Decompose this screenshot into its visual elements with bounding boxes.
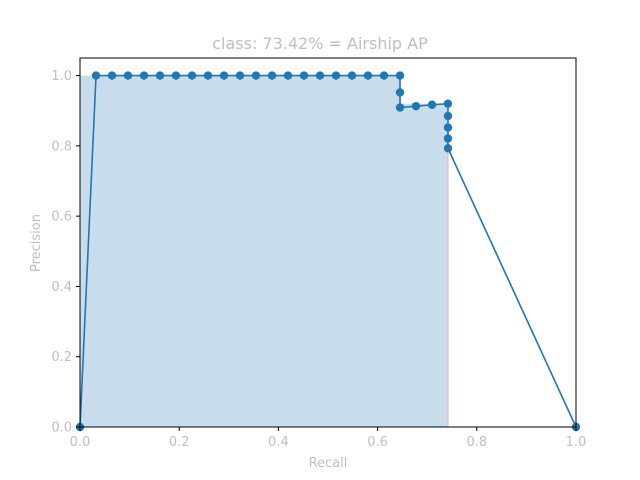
data-point-6 bbox=[171, 71, 181, 80]
data-point-26 bbox=[443, 111, 453, 121]
x-axis: 0.0 0.2 0.4 0.6 0.8 1.0 bbox=[70, 427, 587, 450]
y-axis-label: Precision bbox=[29, 214, 44, 272]
data-point-22 bbox=[395, 103, 405, 112]
data-point-8 bbox=[203, 71, 213, 80]
data-point-14 bbox=[299, 71, 309, 80]
x-tick-label-1: 0.2 bbox=[169, 435, 190, 450]
data-point-7 bbox=[187, 71, 197, 80]
data-point-13 bbox=[283, 71, 293, 80]
data-point-29 bbox=[443, 144, 453, 153]
data-point-23 bbox=[411, 101, 421, 111]
x-tick-label-4: 0.8 bbox=[466, 435, 487, 450]
y-tick-label-1: 0.2 bbox=[51, 350, 72, 365]
data-point-17 bbox=[347, 71, 357, 80]
y-tick-label-5: 1.0 bbox=[51, 69, 72, 84]
x-tick-label-2: 0.4 bbox=[268, 435, 289, 450]
data-point-15 bbox=[315, 71, 325, 80]
x-tick-label-5: 1.0 bbox=[566, 435, 587, 450]
data-point-3 bbox=[123, 71, 133, 80]
data-point-16 bbox=[331, 71, 341, 80]
chart-title: class: 73.42% = Airship AP bbox=[212, 34, 428, 53]
y-tick-label-4: 0.8 bbox=[51, 139, 72, 154]
data-point-9 bbox=[219, 71, 229, 80]
x-axis-label: Recall bbox=[309, 456, 348, 471]
data-point-25 bbox=[443, 99, 453, 108]
plot-frame bbox=[79, 57, 577, 428]
data-point-28 bbox=[443, 134, 453, 143]
data-point-12 bbox=[267, 71, 277, 80]
data-point-5 bbox=[155, 71, 165, 80]
data-point-19 bbox=[379, 71, 389, 80]
y-tick-label-0: 0.0 bbox=[51, 421, 72, 436]
data-point-20 bbox=[395, 71, 405, 80]
data-point-27 bbox=[443, 123, 453, 132]
y-tick-label-3: 0.6 bbox=[51, 210, 72, 225]
data-point-18 bbox=[363, 71, 373, 80]
ap-area-fill bbox=[80, 75, 448, 428]
x-tick-label-3: 0.6 bbox=[367, 435, 388, 450]
x-tick-label-0: 0.0 bbox=[70, 435, 91, 450]
plot-area bbox=[75, 71, 581, 432]
data-point-21 bbox=[395, 88, 405, 97]
y-axis: 0.0 0.2 0.4 0.6 0.8 1.0 bbox=[51, 69, 80, 436]
data-point-10 bbox=[235, 71, 245, 80]
data-point-11 bbox=[251, 71, 261, 80]
data-point-4 bbox=[139, 71, 149, 80]
data-point-24 bbox=[427, 100, 437, 109]
y-tick-label-2: 0.4 bbox=[51, 280, 72, 295]
data-point-1 bbox=[91, 71, 101, 80]
data-point-2 bbox=[107, 71, 117, 80]
